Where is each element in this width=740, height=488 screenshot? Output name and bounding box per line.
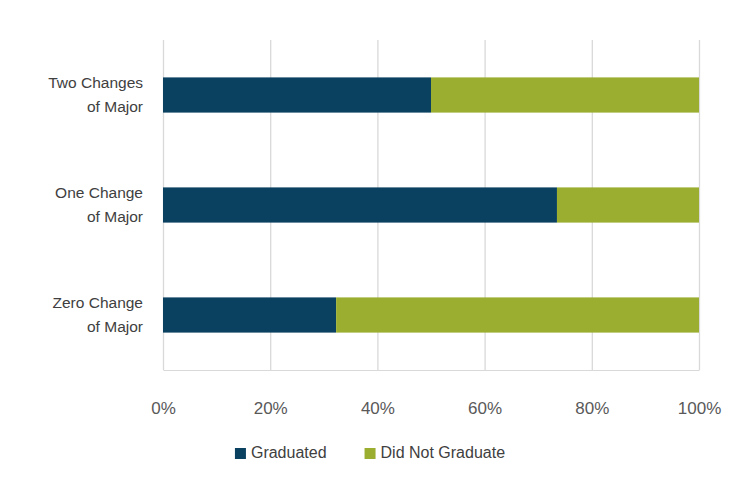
x-tick-label: 0%: [151, 399, 176, 418]
y-tick-label-line: One Change: [55, 184, 143, 201]
x-tick-label: 40%: [361, 399, 395, 418]
legend-swatch: [365, 448, 376, 459]
bar: [163, 187, 557, 222]
y-tick-label-line: Zero Change: [53, 294, 143, 311]
y-tick-label-line: of Major: [87, 208, 143, 225]
bar: [431, 77, 699, 112]
x-tick-label: 100%: [678, 399, 721, 418]
bars: [163, 77, 699, 332]
bar: [336, 297, 699, 332]
legend-label: Did Not Graduate: [381, 444, 506, 461]
y-tick-label: Zero Change of Major: [53, 294, 143, 335]
y-tick-label-line: Two Changes: [48, 74, 143, 91]
chart: 0%20%40%60%80%100%Two Changesof MajorOne…: [0, 0, 740, 488]
y-tick: One Change of Major: [55, 184, 143, 225]
legend-item: Graduated: [235, 444, 327, 461]
y-tick-label: Two Changes of Major: [48, 74, 143, 115]
x-tick-label: 80%: [575, 399, 609, 418]
x-axis: 0% 20% 40% 60% 80% 100%: [151, 40, 721, 418]
bar: [557, 187, 699, 222]
y-tick: Two Changes of Major: [48, 74, 143, 115]
y-axis: Two Changesof MajorOne Changeof MajorZer…: [48, 74, 143, 335]
x-tick-label: 20%: [254, 399, 288, 418]
x-axis-line: [164, 370, 700, 371]
bar-series: [163, 77, 557, 332]
y-tick-label: One Change of Major: [55, 184, 143, 225]
legend-swatch: [235, 448, 246, 459]
legend-item: Did Not Graduate: [365, 444, 506, 461]
y-tick-label-line: of Major: [87, 318, 143, 335]
y-tick: Zero Change of Major: [53, 294, 143, 335]
x-tick-label: 60%: [468, 399, 502, 418]
legend: Graduated Did Not Graduate: [235, 444, 505, 461]
grid-line: [699, 40, 700, 370]
bar-series: [336, 77, 699, 332]
y-tick-label-line: of Major: [87, 98, 143, 115]
legend-label: Graduated: [251, 444, 327, 461]
bar: [163, 77, 431, 112]
bar: [163, 297, 336, 332]
